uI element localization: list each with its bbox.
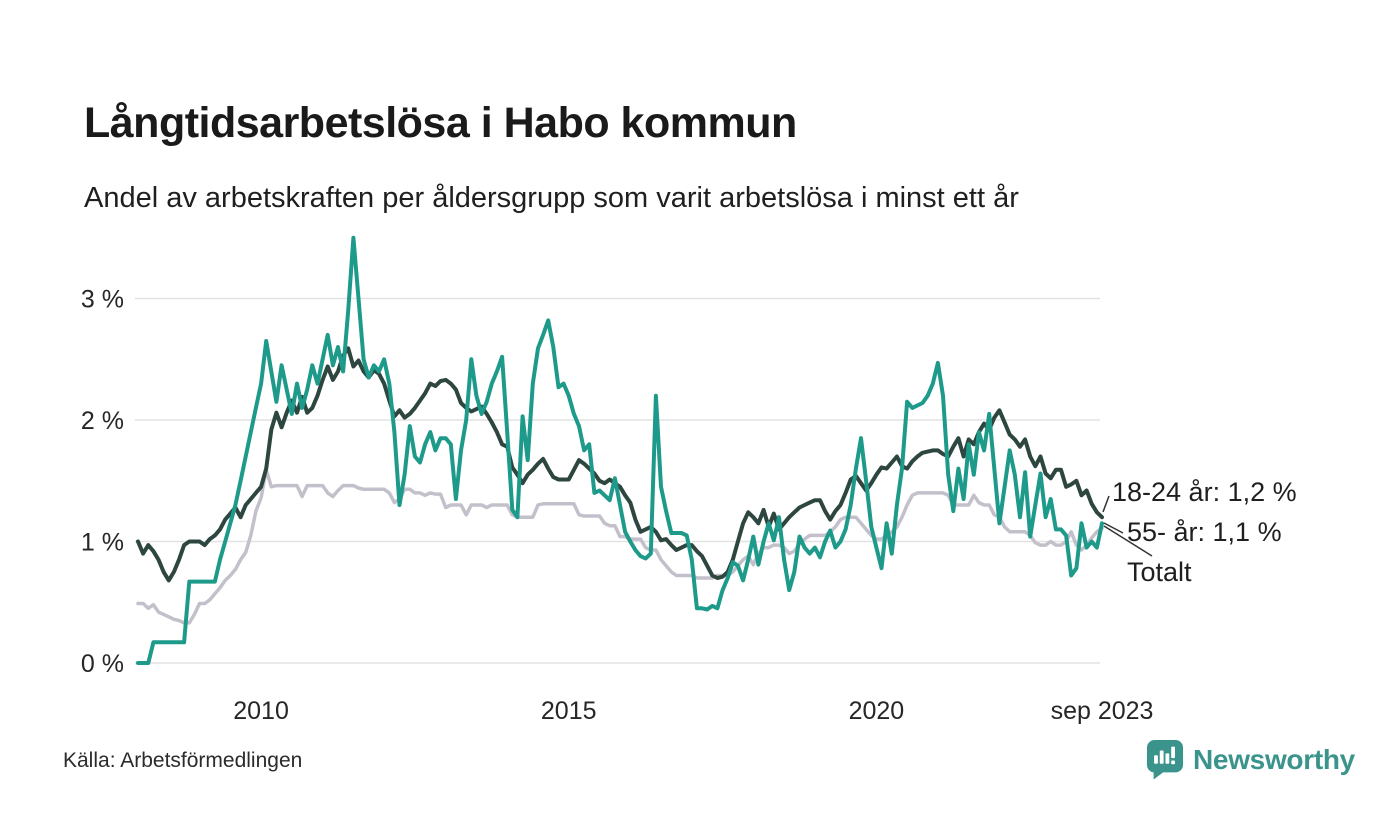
y-axis-label: 0 % <box>81 650 124 678</box>
series-line-55-r <box>136 468 1104 625</box>
page-title: Långtidsarbetslösa i Habo kommun <box>84 98 797 147</box>
brand-name: Newsworthy <box>1193 743 1355 775</box>
series-end-label-55: 55- år: 1,1 % <box>1127 517 1282 547</box>
brand-lockup: Newsworthy <box>1146 739 1355 780</box>
y-axis-label: 1 % <box>81 529 124 557</box>
x-axis-label: 2015 <box>541 697 597 725</box>
series-line-18-24-r <box>136 235 1104 665</box>
source-note: Källa: Arbetsförmedlingen <box>63 749 303 772</box>
annotation-leader-line <box>1103 525 1153 557</box>
y-axis-label: 3 % <box>81 286 124 314</box>
page-subtitle: Andel av arbetskraften per åldersgrupp s… <box>84 182 1019 214</box>
y-axis-label: 2 % <box>81 407 124 435</box>
x-axis-label: 2010 <box>233 697 289 725</box>
series-end-label-18-24: 18-24 år: 1,2 % <box>1112 477 1297 507</box>
x-axis-label: 2020 <box>849 697 905 725</box>
series-line-totalt <box>136 346 1104 583</box>
series-end-label-totalt: Totalt <box>1127 557 1192 587</box>
x-axis-label: sep 2023 <box>1051 697 1154 725</box>
annotation-leader-line <box>1103 522 1124 534</box>
newsworthy-logo-icon <box>1146 740 1184 780</box>
annotation-leader-line <box>1102 495 1110 513</box>
